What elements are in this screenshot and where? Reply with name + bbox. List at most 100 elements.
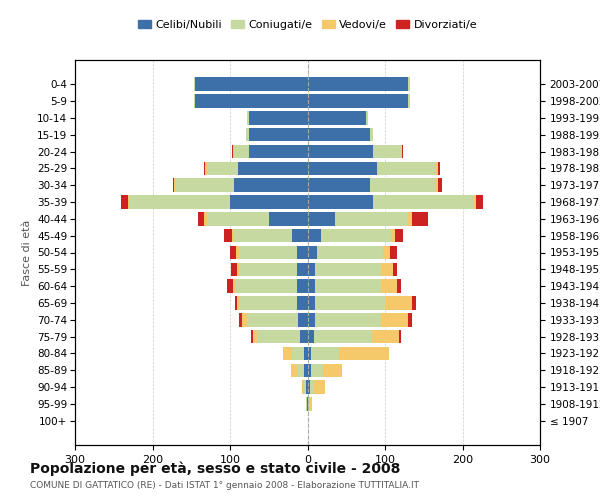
- Bar: [248, 313, 298, 326]
- Bar: [314, 380, 325, 394]
- Bar: [292, 346, 304, 360]
- Bar: [231, 262, 237, 276]
- Bar: [302, 380, 304, 394]
- Bar: [311, 346, 338, 360]
- Bar: [476, 196, 482, 209]
- Bar: [308, 280, 315, 293]
- Bar: [310, 397, 312, 410]
- Bar: [298, 262, 308, 276]
- Bar: [373, 196, 474, 209]
- Bar: [438, 178, 442, 192]
- Bar: [129, 196, 230, 209]
- Bar: [308, 212, 335, 226]
- Y-axis label: Fasce di età: Fasce di età: [22, 220, 32, 286]
- Bar: [377, 162, 436, 175]
- Bar: [298, 296, 308, 310]
- Bar: [370, 128, 373, 141]
- Bar: [174, 178, 176, 192]
- Bar: [304, 346, 308, 360]
- Bar: [315, 296, 385, 310]
- Bar: [306, 380, 308, 394]
- Bar: [304, 380, 306, 394]
- Bar: [207, 162, 238, 175]
- Bar: [205, 212, 207, 226]
- Bar: [393, 262, 397, 276]
- Bar: [173, 178, 174, 192]
- Bar: [395, 229, 403, 242]
- Bar: [298, 364, 304, 377]
- Bar: [253, 330, 257, 344]
- Bar: [234, 178, 308, 192]
- Bar: [308, 162, 377, 175]
- Bar: [308, 346, 311, 360]
- Bar: [308, 128, 370, 141]
- Bar: [308, 94, 408, 108]
- Bar: [308, 196, 373, 209]
- Bar: [408, 212, 412, 226]
- Bar: [245, 128, 250, 141]
- Bar: [233, 280, 235, 293]
- Bar: [436, 162, 438, 175]
- Bar: [234, 145, 250, 158]
- Bar: [207, 212, 269, 226]
- Bar: [121, 196, 128, 209]
- Bar: [257, 330, 300, 344]
- Bar: [338, 346, 389, 360]
- Bar: [397, 280, 401, 293]
- Bar: [239, 296, 298, 310]
- Bar: [250, 145, 308, 158]
- Bar: [235, 280, 298, 293]
- Bar: [308, 380, 310, 394]
- Bar: [308, 229, 322, 242]
- Bar: [300, 330, 308, 344]
- Bar: [250, 128, 308, 141]
- Bar: [391, 246, 397, 259]
- Bar: [251, 330, 253, 344]
- Bar: [308, 78, 408, 91]
- Bar: [402, 145, 403, 158]
- Bar: [205, 162, 207, 175]
- Bar: [304, 364, 308, 377]
- Bar: [436, 178, 438, 192]
- Text: COMUNE DI GATTATICO (RE) - Dati ISTAT 1° gennaio 2008 - Elaborazione TUTTITALIA.: COMUNE DI GATTATICO (RE) - Dati ISTAT 1°…: [30, 480, 419, 490]
- Bar: [239, 313, 242, 326]
- Bar: [283, 346, 292, 360]
- Bar: [308, 330, 314, 344]
- Bar: [250, 111, 308, 124]
- Bar: [198, 212, 205, 226]
- Bar: [237, 296, 239, 310]
- Bar: [322, 229, 391, 242]
- Bar: [408, 313, 412, 326]
- Bar: [308, 145, 373, 158]
- Bar: [365, 111, 368, 124]
- Bar: [412, 296, 416, 310]
- Bar: [232, 145, 233, 158]
- Bar: [307, 397, 308, 410]
- Bar: [247, 111, 250, 124]
- Bar: [298, 280, 308, 293]
- Bar: [233, 145, 234, 158]
- Bar: [315, 280, 381, 293]
- Bar: [317, 246, 383, 259]
- Bar: [296, 246, 308, 259]
- Bar: [291, 364, 298, 377]
- Bar: [230, 196, 308, 209]
- Bar: [238, 162, 308, 175]
- Bar: [235, 296, 237, 310]
- Bar: [408, 94, 410, 108]
- Bar: [298, 313, 308, 326]
- Bar: [438, 162, 440, 175]
- Bar: [310, 380, 314, 394]
- Bar: [323, 364, 343, 377]
- Bar: [372, 330, 399, 344]
- Bar: [308, 364, 311, 377]
- Bar: [194, 94, 195, 108]
- Bar: [239, 246, 296, 259]
- Legend: Celibi/Nubili, Coniugati/e, Vedovi/e, Divorziati/e: Celibi/Nubili, Coniugati/e, Vedovi/e, Di…: [133, 16, 482, 34]
- Bar: [308, 178, 370, 192]
- Bar: [385, 296, 412, 310]
- Bar: [335, 212, 408, 226]
- Bar: [412, 212, 428, 226]
- Bar: [195, 94, 308, 108]
- Bar: [128, 196, 129, 209]
